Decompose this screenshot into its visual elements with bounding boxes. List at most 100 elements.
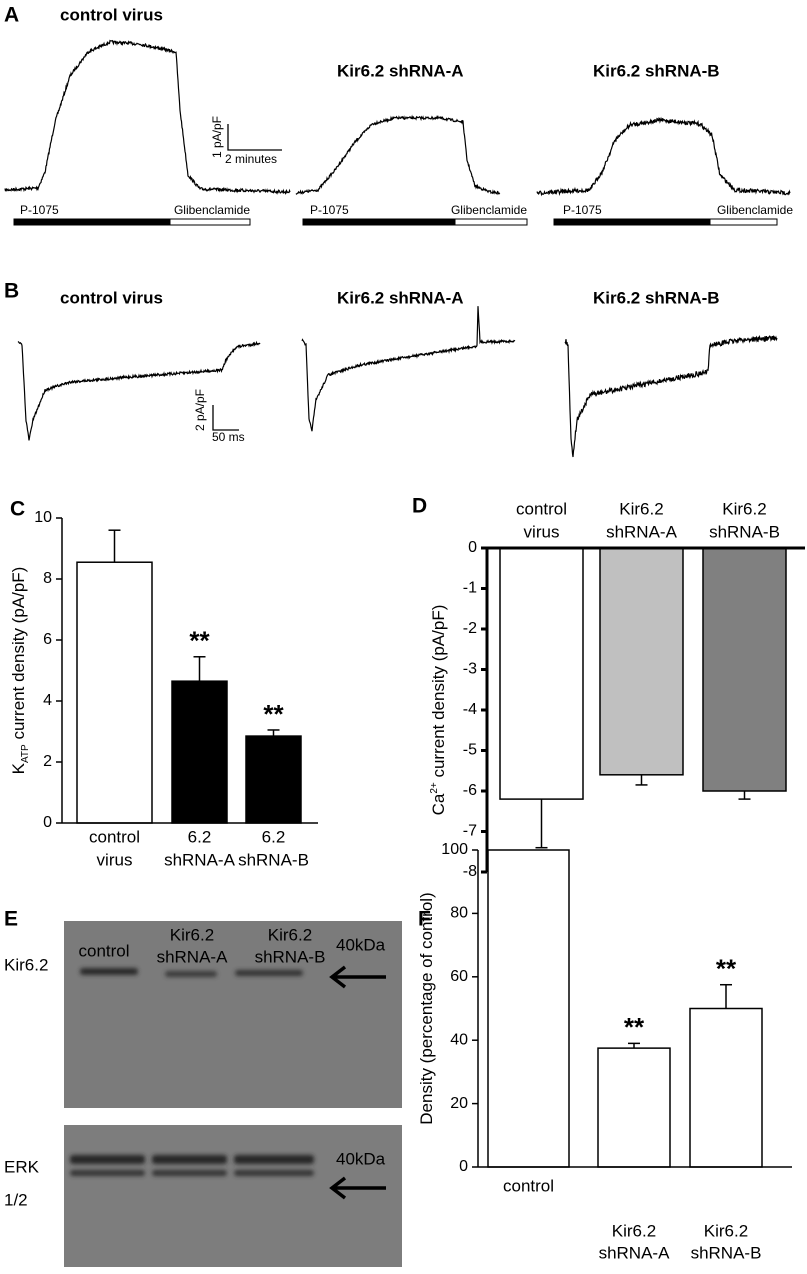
bar (487, 849, 570, 1168)
bar (702, 547, 787, 792)
y-tick-label: 8 (43, 570, 52, 587)
y-tick-label: -1 (463, 580, 477, 597)
lane-label: control (78, 941, 129, 960)
y-axis-label: Density (percentage of control) (417, 892, 436, 1124)
y-tick-label: 60 (450, 968, 468, 985)
panel-label: D (412, 495, 427, 518)
x-tick-label: 6.2 (262, 827, 286, 846)
drug-label: Glibenclamide (717, 203, 793, 217)
trace-title: Kir6.2 shRNA-B (593, 61, 720, 80)
drug-label: P-1075 (563, 203, 602, 217)
y-tick-label: 80 (450, 905, 468, 922)
scale-label: 2 pA/pF (193, 389, 207, 431)
drug-label: P-1075 (20, 203, 59, 217)
y-tick-label: -7 (463, 823, 477, 840)
y-tick-label: 100 (441, 841, 468, 858)
blot-bands (70, 968, 314, 1176)
lane-label: Kir6.2 (268, 925, 312, 944)
bar (171, 680, 228, 824)
y-tick-label: 0 (459, 1158, 468, 1175)
trace-title: Kir6.2 shRNA-A (337, 61, 464, 80)
x-tick-label: virus (524, 522, 560, 541)
bar (76, 561, 153, 824)
trace-title: control virus (60, 5, 163, 24)
trace-title: control virus (60, 288, 163, 307)
y-tick-label: 40 (450, 1031, 468, 1048)
error-bar (108, 529, 121, 563)
scale-label: 1 pA/pF (210, 116, 224, 158)
panel-label: C (10, 498, 25, 521)
blot-label: Kir6.2 (4, 955, 48, 974)
x-tick-label: shRNA-A (164, 850, 236, 869)
scale-label: 2 minutes (225, 152, 277, 166)
y-tick-label: -4 (463, 701, 477, 718)
x-tick-label: Kir6.2 (704, 1221, 748, 1240)
error-bar (720, 983, 732, 1009)
y-tick-label: 0 (468, 539, 477, 556)
drug-label: Glibenclamide (174, 203, 250, 217)
y-tick-label: -2 (463, 620, 477, 637)
trace (564, 334, 778, 458)
trace (4, 39, 291, 195)
lane-label: shRNA-B (255, 947, 326, 966)
scale-bar (212, 405, 239, 431)
y-axis-label-part: current density (pA/pF) (9, 567, 28, 745)
x-tick-label: control (89, 827, 140, 846)
drug-label: Glibenclamide (451, 203, 527, 217)
y-tick-label: -3 (463, 661, 477, 678)
y-tick-label: 6 (43, 631, 52, 648)
y-tick-label: -8 (463, 863, 477, 880)
trace (536, 116, 791, 197)
y-tick-label: -5 (463, 742, 477, 759)
y-axis-label-part: Density (percentage of control) (417, 892, 436, 1124)
bar (599, 547, 684, 776)
error-bar (535, 799, 548, 849)
blot-label: 1/2 (4, 1190, 28, 1209)
trace (301, 306, 516, 432)
trace-title: Kir6.2 shRNA-A (337, 288, 464, 307)
error-bar (635, 774, 648, 786)
blot (64, 921, 402, 1108)
y-axis-label-sub: ATP (20, 744, 31, 763)
bar (597, 1047, 671, 1168)
panel-label: B (4, 280, 19, 303)
error-bar (738, 791, 751, 800)
arrow (329, 965, 386, 1200)
trace (17, 340, 261, 441)
trace-title: Kir6.2 shRNA-B (593, 288, 720, 307)
y-axis-label-part: Ca (429, 793, 448, 815)
error-bar (193, 656, 206, 682)
scale-label: 50 ms (212, 430, 245, 444)
x-tick-label: 6.2 (188, 827, 212, 846)
x-tick-label: control (516, 499, 567, 518)
y-tick-label: 2 (43, 753, 52, 770)
significance: ** (189, 626, 210, 656)
x-tick-label: shRNA-B (691, 1243, 762, 1262)
bar (245, 735, 302, 824)
bar (499, 547, 584, 800)
blot-label: ERK (4, 1157, 40, 1176)
y-axis-label-sup: 2+ (429, 782, 440, 794)
x-tick-label: Kir6.2 (619, 499, 663, 518)
significance: ** (263, 699, 284, 729)
significance: ** (716, 954, 737, 984)
y-tick-label: 10 (34, 509, 52, 526)
x-tick-label: shRNA-A (606, 522, 678, 541)
y-axis-label-part: K (9, 762, 28, 774)
scale-bar (227, 124, 282, 151)
x-tick-label: control (503, 1176, 554, 1195)
lane-label: shRNA-A (157, 947, 229, 966)
drug-label: P-1075 (310, 203, 349, 217)
x-tick-label: virus (97, 850, 133, 869)
panel-label: E (4, 908, 18, 931)
panel-label: F (418, 908, 431, 931)
error-bar (267, 729, 280, 737)
y-tick-label: 4 (43, 692, 52, 709)
x-tick-label: shRNA-B (238, 850, 309, 869)
x-tick-label: shRNA-B (709, 522, 780, 541)
x-tick-label: Kir6.2 (722, 499, 766, 518)
y-tick-label: -6 (463, 782, 477, 799)
trace (295, 114, 501, 196)
error-bar (628, 1042, 640, 1049)
x-tick-label: Kir6.2 (612, 1221, 656, 1240)
